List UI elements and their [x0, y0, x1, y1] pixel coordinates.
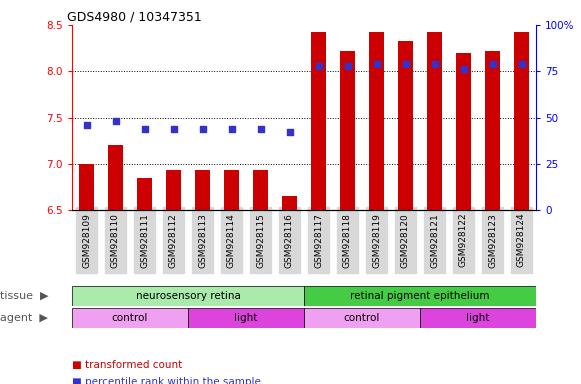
Bar [282, 196, 297, 210]
Bar [514, 32, 529, 210]
Bar [137, 178, 152, 210]
Bar [311, 32, 326, 210]
Text: tissue  ▶: tissue ▶ [0, 291, 48, 301]
Bar [427, 32, 442, 210]
Bar [304, 308, 420, 328]
Bar [72, 308, 188, 328]
Point [459, 66, 468, 73]
Bar [224, 170, 239, 210]
Point [372, 61, 381, 67]
Bar [304, 286, 536, 306]
Bar [79, 164, 94, 210]
Bar [485, 51, 500, 210]
Point [401, 61, 410, 67]
Point [111, 118, 120, 124]
Point [488, 61, 497, 67]
Bar [166, 170, 181, 210]
Point [82, 122, 91, 128]
Text: agent  ▶: agent ▶ [0, 313, 48, 323]
Bar [420, 308, 536, 328]
Text: light: light [234, 313, 258, 323]
Text: GDS4980 / 10347351: GDS4980 / 10347351 [67, 11, 202, 24]
Text: ■ transformed count: ■ transformed count [72, 360, 182, 370]
Text: control: control [344, 313, 380, 323]
Bar [456, 53, 471, 210]
Bar [253, 170, 268, 210]
Point [343, 63, 352, 69]
Bar [370, 32, 383, 210]
Point [140, 126, 149, 132]
Text: retinal pigment epithelium: retinal pigment epithelium [350, 291, 490, 301]
Bar [108, 145, 123, 210]
Text: ■ percentile rank within the sample: ■ percentile rank within the sample [72, 377, 261, 384]
Bar [195, 170, 210, 210]
Text: neurosensory retina: neurosensory retina [135, 291, 241, 301]
Point [285, 129, 294, 136]
Text: light: light [467, 313, 490, 323]
Point [169, 126, 178, 132]
Point [314, 63, 323, 69]
Point [430, 61, 439, 67]
Bar [340, 51, 355, 210]
Bar [72, 286, 304, 306]
Bar [398, 41, 413, 210]
Text: control: control [112, 313, 148, 323]
Point [517, 61, 526, 67]
Point [227, 126, 236, 132]
Point [256, 126, 265, 132]
Point [198, 126, 207, 132]
Bar [188, 308, 304, 328]
